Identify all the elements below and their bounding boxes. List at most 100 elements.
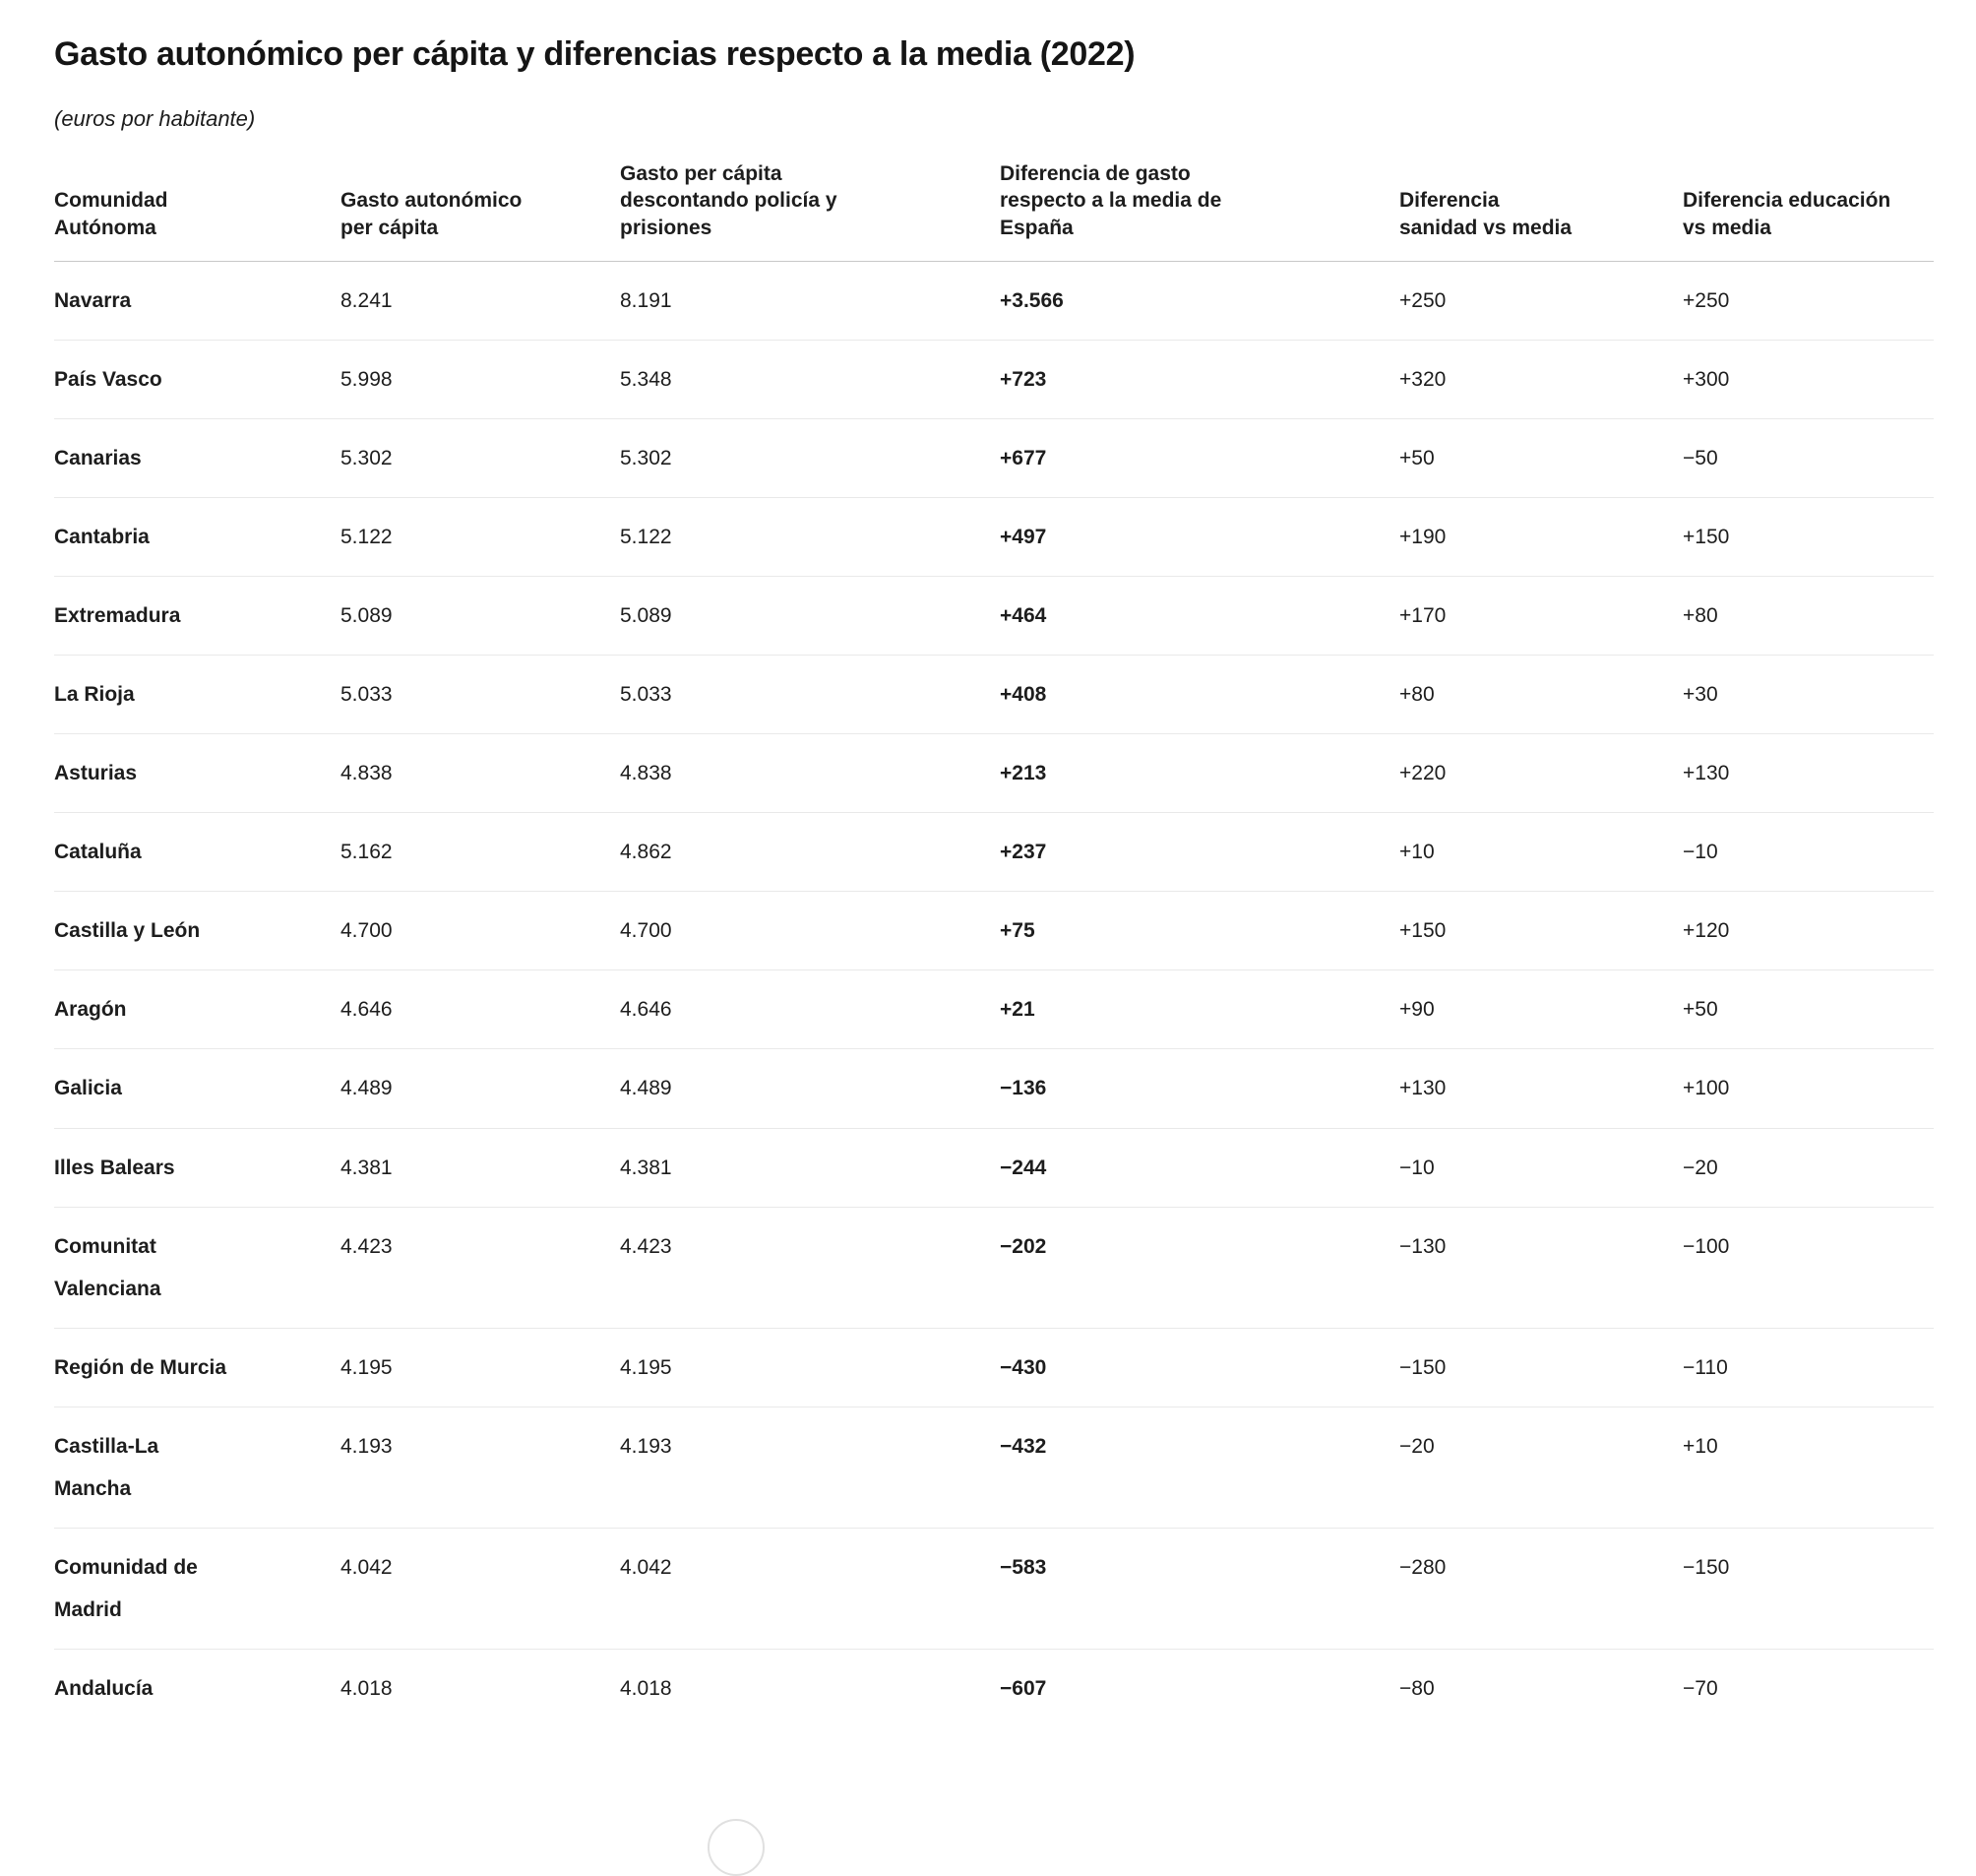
dif-gasto-cell: −607 [1000,1676,1047,1700]
gasto-sin-policia-cell: 4.423 [620,1207,1000,1329]
dif-sanidad-cell: +90 [1399,969,1683,1050]
dif-educacion-cell: +100 [1683,1048,1934,1129]
gasto-cell: 4.193 [340,1407,620,1529]
table-row: Canarias 5.302 5.302 +677 +50 −50 [54,418,1934,499]
dif-sanidad-cell: +250 [1399,261,1683,342]
region-label: Región de Murcia [54,1355,227,1379]
gasto-cell: 4.646 [340,969,620,1050]
column-header-label: Diferencia de gasto respecto a la media … [1000,162,1222,239]
gasto-cell: 4.018 [340,1676,393,1700]
data-table: Comunidad Autónoma Gasto autonómico per … [54,160,1934,1727]
region-label: Castilla y León [54,919,201,943]
gasto-sin-policia-cell: 5.089 [620,576,1000,657]
region-label: Comunidad de Madrid [54,1555,198,1621]
table-row: Cataluña 5.162 4.862 +237 +10 −10 [54,812,1934,893]
dif-sanidad-cell: −80 [1399,1676,1435,1700]
dif-gasto-cell: +464 [1000,576,1399,657]
region-label: Galicia [54,1077,122,1100]
table-head: Comunidad Autónoma Gasto autonómico per … [54,160,1934,262]
dif-educacion-cell: +130 [1683,733,1934,814]
table-row: Comunidad de Madrid 4.042 4.042 −583 −280 −15… [54,1528,1934,1650]
region-cell: Región de Murcia [54,1328,340,1407]
dif-educacion-cell: −20 [1683,1128,1934,1208]
gasto-sin-policia-cell: 5.302 [620,418,1000,499]
table-row: Extremadura 5.089 5.089 +464 +170 +80 [54,576,1934,657]
region-label: Asturias [54,762,138,785]
dif-gasto-cell: −432 [1000,1407,1399,1529]
page-subtitle: (euros por habitante) [54,105,256,131]
gasto-cell: 5.089 [340,576,620,657]
gasto-sin-policia-cell: 4.195 [620,1328,1000,1407]
region-cell: Andalucía [54,1649,340,1727]
gasto-sin-policia-cell: 5.033 [620,655,1000,735]
region-cell: Cantabria [54,497,340,578]
gasto-cell: 4.042 [340,1528,620,1650]
region-label: Illes Balears [54,1156,175,1179]
table-body: Navarra 8.241 8.191 +3.566 +250 +250 País Vasc… [54,261,1934,1726]
dif-sanidad-cell: −280 [1399,1528,1683,1650]
gasto-cell: 8.241 [340,261,620,342]
dif-gasto-cell: −202 [1000,1207,1399,1329]
dif-sanidad-cell: +320 [1399,340,1683,420]
gasto-sin-policia-cell: 8.191 [620,261,1000,342]
gasto-sin-policia-cell: 4.018 [620,1676,672,1700]
table-row: Asturias 4.838 4.838 +213 +220 +130 [54,733,1934,814]
gasto-sin-policia-cell: 4.193 [620,1407,1000,1529]
region-cell: Navarra [54,261,340,342]
dif-sanidad-cell: +190 [1399,497,1683,578]
gasto-cell: 4.700 [340,891,620,971]
dif-educacion-cell: +120 [1683,891,1934,971]
table-row: Galicia 4.489 4.489 −136 +130 +100 [54,1048,1934,1129]
region-cell: Cataluña [54,812,340,893]
region-cell: Aragón [54,969,340,1050]
gasto-sin-policia-cell: 5.122 [620,497,1000,578]
gasto-cell: 5.302 [340,418,620,499]
region-cell: Galicia [54,1048,340,1129]
gasto-cell: 5.122 [340,497,620,578]
gasto-sin-policia-cell: 4.381 [620,1128,1000,1208]
region-label: Extremadura [54,604,181,628]
region-cell: Canarias [54,418,340,499]
gasto-cell: 4.838 [340,733,620,814]
region-cell: Comunidad de Madrid [54,1528,340,1650]
region-label: Aragón [54,998,127,1022]
column-header-gasto-sin-policia: Gasto per cápita descontando policía y p… [620,160,1000,262]
region-label: Cataluña [54,841,142,864]
region-cell: La Rioja [54,655,340,735]
column-header-label: Gasto autonómico per cápita [340,189,523,239]
region-label: Canarias [54,447,142,470]
dif-educacion-cell: −10 [1683,812,1934,893]
dif-gasto-cell: −136 [1000,1048,1399,1129]
dif-sanidad-cell: +130 [1399,1048,1683,1129]
dif-sanidad-cell: −150 [1399,1328,1683,1407]
dif-gasto-cell: +3.566 [1000,261,1399,342]
column-header-diferencia-sanidad: Diferencia sanidad vs media [1399,160,1683,262]
dif-gasto-cell: −430 [1000,1328,1399,1407]
gasto-sin-policia-cell: 4.489 [620,1048,1000,1129]
column-header-label: Comunidad Autónoma [54,189,168,239]
gasto-sin-policia-cell: 4.862 [620,812,1000,893]
region-cell: Castilla-La Mancha [54,1407,340,1529]
dif-educacion-cell: −70 [1683,1676,1718,1700]
gasto-sin-policia-cell: 4.838 [620,733,1000,814]
table-row: Aragón 4.646 4.646 +21 +90 +50 [54,969,1934,1050]
gasto-sin-policia-cell: 5.348 [620,340,1000,420]
table-row: Castilla-La Mancha 4.193 4.193 −432 −20 +10 [54,1407,1934,1529]
gasto-sin-policia-cell: 4.042 [620,1528,1000,1650]
dif-educacion-cell: +30 [1683,655,1934,735]
region-label: Andalucía [54,1676,154,1700]
gasto-cell: 4.489 [340,1048,620,1129]
dif-gasto-cell: +408 [1000,655,1399,735]
column-header-label: Diferencia sanidad vs media [1399,189,1573,239]
region-label: País Vasco [54,368,162,392]
column-header-diferencia-educacion: Diferencia educación vs media [1683,160,1934,262]
region-cell: Castilla y León [54,891,340,971]
table-row: Comunitat Valenciana 4.423 4.423 −202 −130 −1… [54,1207,1934,1329]
dif-sanidad-cell: +170 [1399,576,1683,657]
table-row: Navarra 8.241 8.191 +3.566 +250 +250 [54,261,1934,342]
expand-button-arc[interactable] [708,1819,765,1876]
dif-educacion-cell: +10 [1683,1407,1934,1529]
table-row: Illes Balears 4.381 4.381 −244 −10 −20 [54,1128,1934,1208]
dif-gasto-cell: −244 [1000,1128,1399,1208]
gasto-cell: 4.195 [340,1328,620,1407]
